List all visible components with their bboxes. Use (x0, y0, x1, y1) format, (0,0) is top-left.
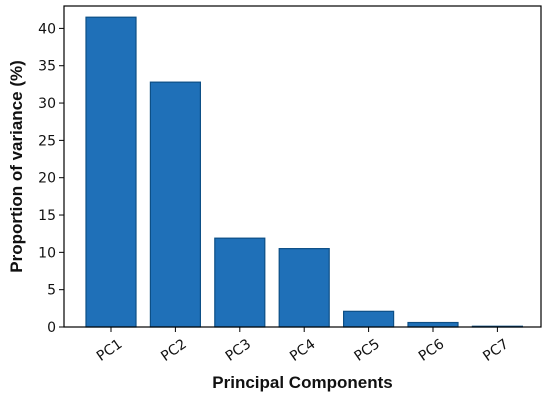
bars-group (85, 16, 523, 328)
y-tick-label: 5 (47, 283, 56, 299)
y-tick-label: 35 (38, 59, 56, 75)
x-tick-label: PC3 (223, 336, 254, 365)
y-axis-title: Proportion of variance (%) (7, 60, 26, 273)
y-tick-label: 15 (38, 208, 56, 224)
bar-pc3 (214, 237, 266, 328)
y-tick-label: 0 (47, 320, 56, 336)
x-tick-label: PC4 (287, 336, 318, 365)
x-tick-label: PC1 (94, 336, 125, 365)
bar-pc4 (278, 248, 330, 328)
x-tick-label: PC6 (416, 336, 447, 365)
bar-pc5 (343, 310, 395, 328)
y-tick-label: 40 (38, 21, 56, 37)
x-tick-label: PC7 (480, 336, 511, 365)
x-tick-label: PC2 (158, 336, 189, 365)
x-tick-label: PC5 (351, 336, 382, 365)
y-tick-label: 25 (38, 133, 56, 149)
plot-frame (63, 5, 542, 328)
bar-pc6 (407, 321, 459, 328)
bar-pc2 (149, 81, 201, 328)
y-tick-label: 10 (38, 245, 56, 261)
x-axis-title: Principal Components (212, 373, 392, 392)
y-tick-label: 20 (38, 171, 56, 187)
bar-pc1 (85, 16, 137, 328)
y-tick-label: 30 (38, 96, 56, 112)
